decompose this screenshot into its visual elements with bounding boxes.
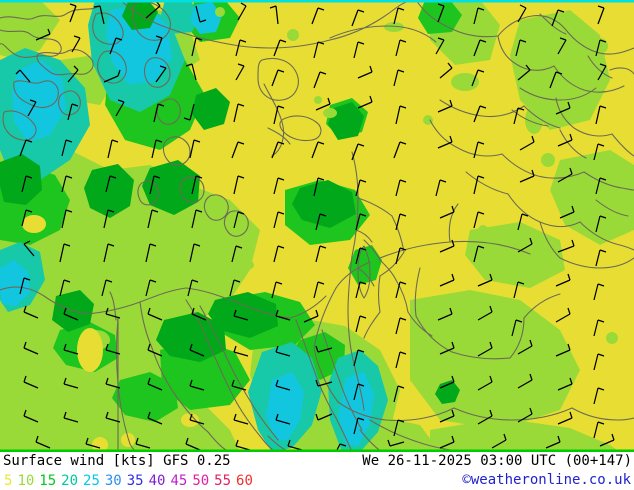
wind-speck-group — [82, 7, 618, 350]
map-bottom-border — [0, 449, 634, 452]
legend-stop-15: 15 — [39, 472, 57, 489]
legend-stop-5: 5 — [4, 472, 13, 489]
legend-stop-25: 25 — [83, 472, 100, 489]
legend-stop-55: 55 — [214, 472, 232, 489]
legend-stop-10: 10 — [17, 472, 35, 489]
wind-map-svg[interactable] — [0, 0, 634, 452]
legend-stop-35: 35 — [126, 472, 144, 489]
wind-barb-layer — [15, 0, 615, 452]
legend-stop-45: 45 — [170, 472, 188, 489]
map-footer: Surface wind [kts] GFS 0.25 We 26-11-202… — [0, 452, 634, 490]
legend-stop-60: 60 — [236, 472, 253, 489]
footer-top-row: Surface wind [kts] GFS 0.25 We 26-11-202… — [0, 452, 634, 471]
map-top-border — [0, 0, 634, 3]
wind-scale-legend[interactable]: 5 10 15 20 25 30 35 40 45 50 55 60 — [4, 471, 253, 490]
legend-stop-30: 30 — [104, 472, 122, 489]
product-title: Surface wind [kts] GFS 0.25 — [3, 453, 231, 469]
legend-stop-50: 50 — [192, 472, 210, 489]
wind-speck-yellow-group — [22, 169, 286, 452]
copyright-label[interactable]: ©weatheronline.co.uk — [462, 472, 631, 488]
wind-map-canvas[interactable] — [0, 0, 634, 452]
legend-stop-40: 40 — [148, 472, 166, 489]
wind-band-deep-green — [0, 0, 460, 404]
legend-stop-20: 20 — [61, 472, 79, 489]
wind-band-25kt — [0, 2, 374, 446]
footer-bottom-row: 5 10 15 20 25 30 35 40 45 50 55 60 ©weatheronline.c… — [0, 471, 634, 490]
model-run-timestamp: We 26-11-2025 03:00 UTC (00+147) — [362, 453, 632, 469]
